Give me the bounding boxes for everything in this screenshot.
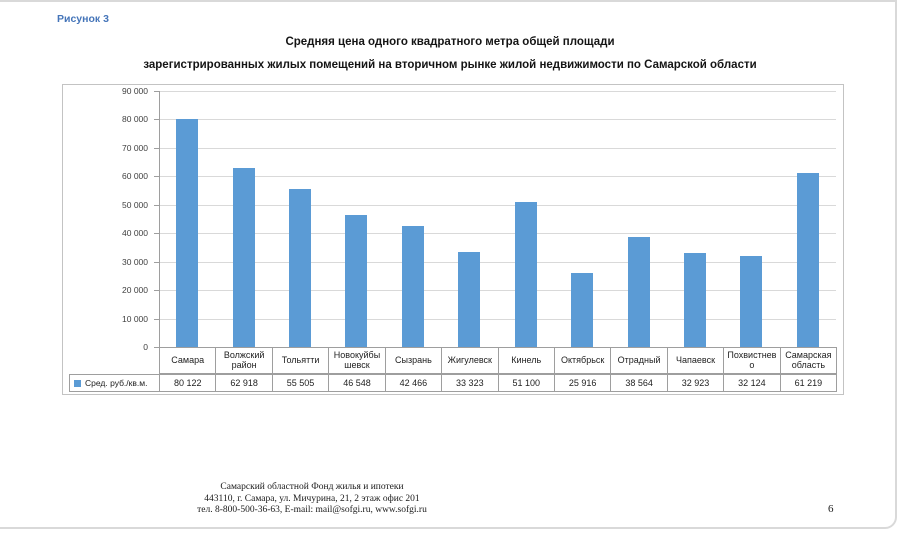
- footer: Самарский областной Фонд жилья и ипотеки…: [2, 482, 622, 517]
- y-axis-tick: [154, 319, 159, 320]
- page-number: 6: [828, 503, 834, 515]
- category-label: Тольятти: [272, 347, 330, 374]
- y-axis-tick-label: 30 000: [122, 257, 148, 267]
- value-Отрадный: 38 564: [611, 374, 668, 392]
- figure-label: Рисунок 3: [57, 13, 109, 25]
- value-Жигулевск: 33 323: [442, 374, 499, 392]
- y-axis-tick-label: 70 000: [122, 143, 148, 153]
- bar-Тольятти: [289, 189, 311, 347]
- y-axis-tick: [154, 91, 159, 92]
- chart-title-line-2: зарегистрированных жилых помещений на вт…: [143, 59, 757, 71]
- value-Кинель: 51 100: [498, 374, 555, 392]
- footer-line-organization: Самарский областной Фонд жилья и ипотеки: [220, 482, 404, 492]
- plot-area: [159, 91, 836, 348]
- legend-series-label: Сред. руб./кв.м.: [85, 378, 148, 388]
- gridline: [159, 148, 836, 149]
- bar-Кинель: [515, 202, 537, 347]
- category-label: Сызрань: [385, 347, 443, 374]
- gridline: [159, 91, 836, 92]
- gridline: [159, 262, 836, 263]
- value-Самарская область: 61 219: [780, 374, 838, 392]
- category-label: Похвистнево: [724, 347, 781, 374]
- category-label: Жигулевск: [442, 347, 499, 374]
- category-label: Самара: [160, 347, 217, 374]
- bar-Сызрань: [402, 226, 424, 347]
- gridline: [159, 319, 836, 320]
- category-label: Самарская область: [780, 347, 838, 374]
- y-axis-tick-label: 10 000: [122, 314, 148, 324]
- bar-Отрадный: [628, 237, 650, 347]
- y-axis-tick: [154, 262, 159, 263]
- chart-title-line-1: Средняя цена одного квадратного метра об…: [285, 36, 615, 48]
- bar-Самарская область: [797, 173, 819, 347]
- y-axis-tick: [154, 290, 159, 291]
- y-axis-tick: [154, 347, 159, 348]
- value-row: Сред. руб./кв.м. 80 122 62 918 55 505 46 54…: [69, 374, 838, 392]
- footer-line-contacts: тел. 8-800-500-36-63, E-mail: mail@sofgi…: [197, 505, 427, 515]
- category-label: Чапаевск: [667, 347, 725, 374]
- y-axis-tick: [154, 176, 159, 177]
- gridline: [159, 119, 836, 120]
- gridline: [159, 290, 836, 291]
- bar-Новокуйбышевск: [345, 215, 367, 347]
- y-axis-line: [159, 91, 160, 348]
- y-axis-tick: [154, 205, 159, 206]
- bar-chart: Самара Волжский район Тольятти Новокуйбышев…: [62, 84, 844, 395]
- value-Тольятти: 55 505: [272, 374, 330, 392]
- gridline: [159, 176, 836, 177]
- bar-Похвистнево: [740, 256, 762, 347]
- y-axis-tick-label: 40 000: [122, 228, 148, 238]
- value-cells: 80 122 62 918 55 505 46 548 42 466 33 323 51 1…: [159, 374, 838, 392]
- y-axis-tick-label: 50 000: [122, 200, 148, 210]
- y-axis-tick: [154, 148, 159, 149]
- gridline: [159, 205, 836, 206]
- value-Волжский район: 62 918: [216, 374, 273, 392]
- value-Новокуйбышевск: 46 548: [329, 374, 386, 392]
- legend-color-swatch: [74, 379, 81, 387]
- category-label: Волжский район: [216, 347, 273, 374]
- y-axis-tick-label: 90 000: [122, 86, 148, 96]
- category-label: Отрадный: [611, 347, 668, 374]
- legend-cell: Сред. руб./кв.м.: [69, 374, 159, 392]
- bar-Чапаевск: [684, 253, 706, 347]
- category-label: Новокуйбышевск: [329, 347, 386, 374]
- chart-title: Средняя цена одного квадратного метра об…: [60, 36, 840, 71]
- y-axis-tick-label: 60 000: [122, 171, 148, 181]
- category-label: Октябрьск: [554, 347, 612, 374]
- category-header-row: Самара Волжский район Тольятти Новокуйбышев…: [159, 347, 838, 374]
- y-axis-tick-label: 0: [143, 342, 148, 352]
- category-label: Кинель: [498, 347, 555, 374]
- value-Самара: 80 122: [160, 374, 217, 392]
- bar-Жигулевск: [458, 252, 480, 347]
- gridline: [159, 347, 836, 348]
- y-axis-tick: [154, 119, 159, 120]
- y-axis-tick: [154, 233, 159, 234]
- bar-Волжский район: [233, 168, 255, 347]
- value-Похвистнево: 32 124: [724, 374, 781, 392]
- gridline: [159, 233, 836, 234]
- value-Октябрьск: 25 916: [554, 374, 612, 392]
- bar-Самара: [176, 119, 198, 347]
- value-Чапаевск: 32 923: [667, 374, 725, 392]
- bar-Октябрьск: [571, 273, 593, 347]
- footer-line-address: 443110, г. Самара, ул. Мичурина, 21, 2 э…: [204, 493, 420, 504]
- y-axis-tick-label: 80 000: [122, 114, 148, 124]
- value-Сызрань: 42 466: [385, 374, 443, 392]
- y-axis-tick-label: 20 000: [122, 285, 148, 295]
